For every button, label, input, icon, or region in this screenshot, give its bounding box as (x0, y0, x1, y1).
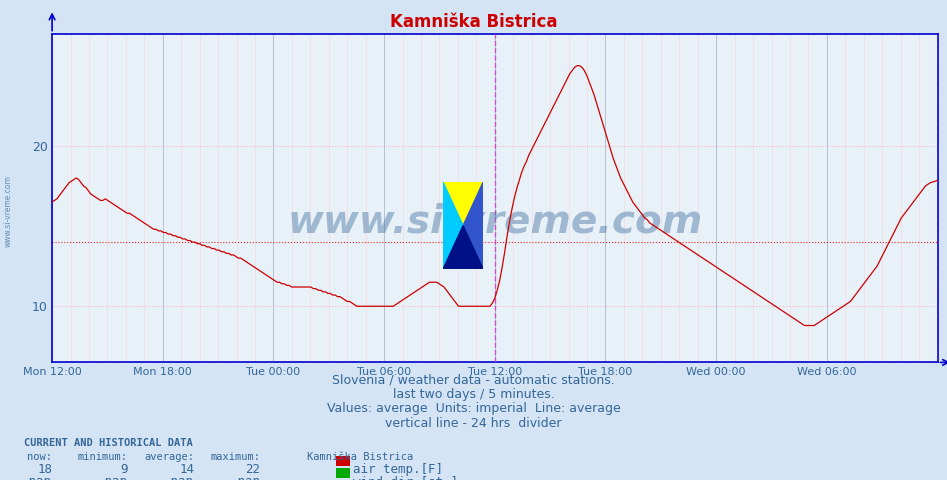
Text: www.si-vreme.com: www.si-vreme.com (4, 175, 13, 247)
Text: Slovenia / weather data - automatic stations.: Slovenia / weather data - automatic stat… (332, 373, 615, 386)
Text: wind dir.[st.]: wind dir.[st.] (353, 475, 458, 480)
Text: 14: 14 (179, 463, 194, 476)
Text: 22: 22 (245, 463, 260, 476)
Text: average:: average: (144, 452, 194, 462)
Text: Values: average  Units: imperial  Line: average: Values: average Units: imperial Line: av… (327, 402, 620, 415)
Text: CURRENT AND HISTORICAL DATA: CURRENT AND HISTORICAL DATA (24, 438, 192, 448)
Polygon shape (443, 226, 483, 269)
Text: -nan: -nan (22, 475, 52, 480)
Text: air temp.[F]: air temp.[F] (353, 463, 443, 476)
Text: now:: now: (27, 452, 52, 462)
Text: last two days / 5 minutes.: last two days / 5 minutes. (393, 388, 554, 401)
Text: 18: 18 (37, 463, 52, 476)
Text: -nan: -nan (230, 475, 260, 480)
Text: 9: 9 (120, 463, 128, 476)
Text: Kamniška Bistrica: Kamniška Bistrica (390, 13, 557, 31)
Polygon shape (443, 182, 483, 226)
Polygon shape (443, 182, 463, 269)
Text: Kamniška Bistrica: Kamniška Bistrica (307, 452, 413, 462)
Text: www.si-vreme.com: www.si-vreme.com (287, 202, 703, 240)
Text: vertical line - 24 hrs  divider: vertical line - 24 hrs divider (385, 417, 562, 430)
Text: minimum:: minimum: (78, 452, 128, 462)
Text: maximum:: maximum: (210, 452, 260, 462)
Polygon shape (463, 182, 483, 269)
Text: -nan: -nan (164, 475, 194, 480)
Text: -nan: -nan (98, 475, 128, 480)
